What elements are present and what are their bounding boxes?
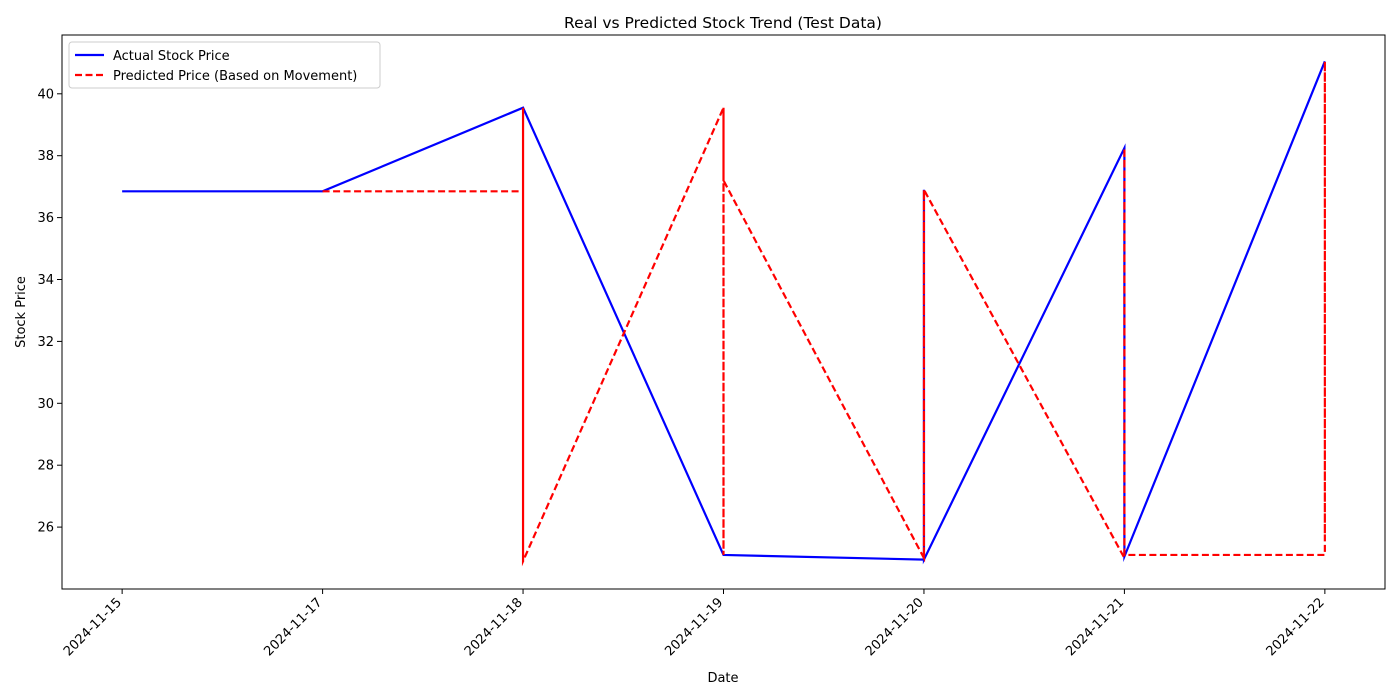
x-tick-label: 2024-11-22 xyxy=(1264,595,1328,659)
y-tick-label: 34 xyxy=(37,273,54,288)
y-tick-label: 28 xyxy=(37,459,54,474)
x-tick-label: 2024-11-19 xyxy=(662,595,726,659)
x-tick-label: 2024-11-15 xyxy=(61,595,125,659)
legend: Actual Stock Price Predicted Price (Base… xyxy=(68,41,381,89)
x-tick-label: 2024-11-17 xyxy=(261,595,325,659)
chart-title: Real vs Predicted Stock Trend (Test Data… xyxy=(564,14,882,32)
y-tick-label: 38 xyxy=(37,149,54,164)
y-axis: 26 28 30 32 34 36 38 40 xyxy=(37,87,62,536)
x-tick-label: 2024-11-18 xyxy=(462,595,526,659)
y-tick-label: 36 xyxy=(37,211,54,226)
y-tick-label: 26 xyxy=(37,521,54,536)
y-tick-label: 40 xyxy=(37,87,54,102)
plot-area xyxy=(61,34,1386,590)
legend-label-predicted: Predicted Price (Based on Movement) xyxy=(113,69,357,84)
y-tick-label: 32 xyxy=(37,335,54,350)
y-axis-title: Stock Price xyxy=(14,276,29,348)
x-tick-label: 2024-11-21 xyxy=(1063,595,1127,659)
x-axis-title: Date xyxy=(707,671,738,686)
x-axis: 2024-11-15 2024-11-17 2024-11-18 2024-11-19… xyxy=(61,589,1328,659)
y-tick-label: 30 xyxy=(37,397,54,412)
legend-frame xyxy=(68,41,381,89)
series-line-predicted xyxy=(322,61,1326,567)
x-tick-label: 2024-11-20 xyxy=(863,595,927,659)
legend-label-actual: Actual Stock Price xyxy=(113,49,230,64)
